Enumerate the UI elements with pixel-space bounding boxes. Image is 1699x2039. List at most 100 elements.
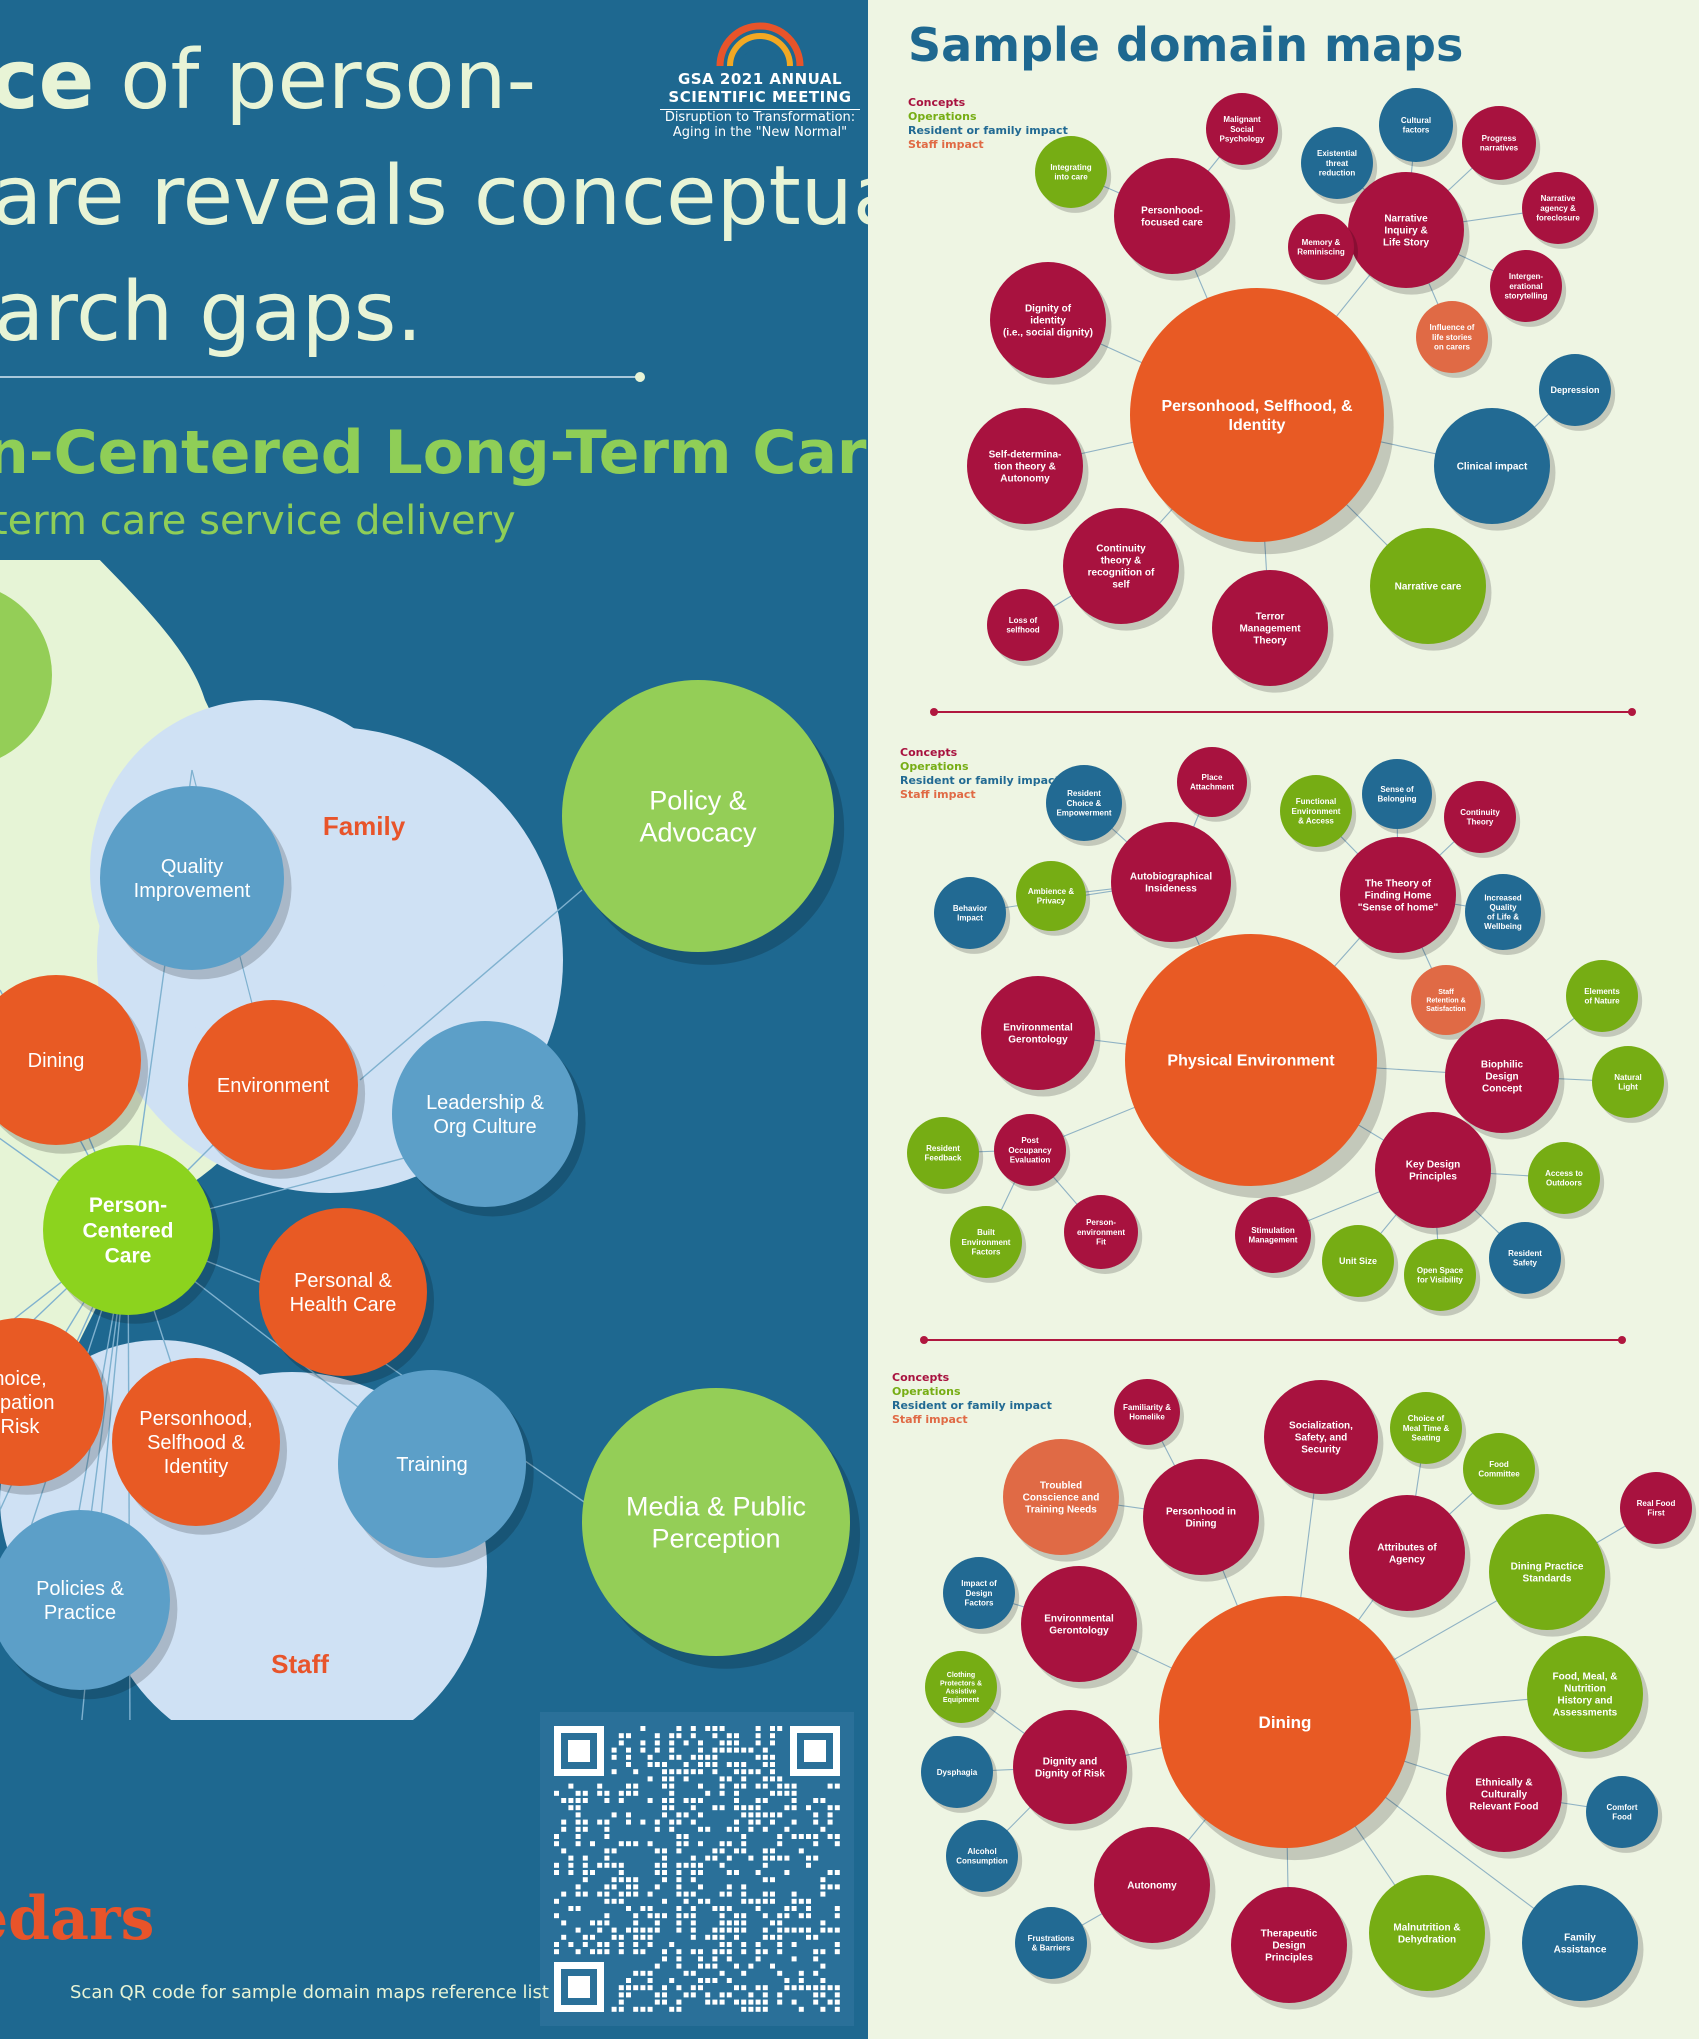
qr-module [770, 1812, 775, 1818]
qr-module [640, 1726, 646, 1731]
node-circle [188, 1000, 358, 1170]
qr-module [705, 1790, 711, 1796]
qr-module [827, 1805, 833, 1811]
qr-module [626, 1747, 631, 1753]
qr-module [597, 1927, 603, 1933]
node-label: Dining [1259, 1713, 1312, 1732]
qr-module [705, 1999, 711, 2005]
qr-module [683, 1913, 689, 1919]
node-dysphagia: Dysphagia [921, 1736, 998, 1813]
qr-finder-core [568, 1740, 590, 1762]
qr-module [690, 1855, 696, 1861]
qr-module [561, 1920, 567, 1926]
qr-module [618, 2006, 624, 2012]
qr-module [582, 1942, 588, 1947]
qr-module [640, 1747, 646, 1753]
qr-module [575, 1949, 581, 1955]
qr-module [726, 1920, 732, 1926]
qr-module [676, 1999, 682, 2005]
qr-module [734, 1985, 739, 1991]
qr-module [762, 1927, 768, 1933]
qr-module [582, 1877, 588, 1883]
rainbow-arc-icon [716, 22, 804, 67]
qr-module [777, 1812, 783, 1818]
qr-module [626, 1992, 631, 1998]
qr-module [647, 1913, 653, 1919]
qr-module [762, 1826, 768, 1832]
node-label: Intergen-erational storytelling [1504, 272, 1547, 300]
qr-module [604, 1898, 610, 1904]
node-label: Narrative Inquiry & Life Story [1383, 214, 1430, 249]
qr-module [806, 1913, 811, 1919]
domain-map-personhood: Personhood, Selfhood, & Identity Personhoo… [967, 88, 1616, 693]
node-loss-of-selfhood: Loss of selfhood [987, 589, 1064, 666]
qr-module [827, 1884, 833, 1890]
qr-module [813, 1985, 819, 1991]
node-label: Resident Feedback [925, 1144, 962, 1163]
qr-module [690, 1985, 696, 1991]
node-circle [1362, 759, 1432, 829]
qr-module [777, 1970, 783, 1976]
qr-module [683, 1970, 689, 1976]
qr-module [791, 1985, 797, 1991]
qr-module [626, 1877, 631, 1883]
qr-module [597, 1920, 603, 1926]
qr-module [669, 1819, 675, 1825]
qr-module [669, 1805, 675, 1811]
qr-module [568, 1855, 574, 1861]
qr-module [618, 1740, 624, 1746]
qr-module [561, 1819, 567, 1825]
qr-module [705, 1898, 711, 1904]
qr-module [813, 1855, 819, 1861]
qr-module [662, 1798, 667, 1803]
qr-module [604, 1826, 610, 1832]
qr-module [554, 1949, 559, 1955]
node-circle [1013, 1710, 1127, 1824]
node-quality-improvement: Quality Improvement [100, 786, 292, 980]
qr-module [575, 1927, 581, 1933]
qr-module [770, 1898, 775, 1904]
qr-module [676, 1862, 682, 1868]
headline-divider [0, 376, 640, 378]
qr-module [777, 1855, 783, 1861]
qr-module [791, 1790, 797, 1796]
qr-module [690, 1927, 696, 1933]
qr-module [698, 1798, 703, 1803]
node-label: Dining Practice Standards [1511, 1562, 1584, 1585]
node-person-environment-fit: Person-environment Fit [1064, 1195, 1143, 1274]
qr-module [676, 1877, 682, 1883]
node-label: Personhood, Selfhood & Identity [139, 1408, 252, 1478]
node-natural-light: Natural Light [1592, 1046, 1669, 1123]
node-ethnically-culturally-relevant-food: Ethnically & Culturally Relevant Food [1446, 1736, 1568, 1859]
qr-module [719, 1913, 725, 1919]
qr-module [726, 1927, 732, 1933]
node-circle [1444, 781, 1516, 853]
qr-module [568, 1870, 574, 1875]
qr-module [683, 1834, 689, 1839]
qr-module [662, 1805, 667, 1811]
qr-module [604, 1884, 610, 1890]
qr-module [690, 1862, 696, 1868]
section-subsubtitle: term care service delivery [0, 498, 516, 544]
qr-module [734, 1963, 739, 1969]
qr-module [611, 1754, 617, 1760]
qr-module [755, 1733, 761, 1739]
qr-module [662, 1776, 667, 1782]
qr-module [762, 1848, 768, 1854]
qr-finder-core [568, 1976, 590, 1998]
qr-module [604, 1942, 610, 1947]
node-frustrations-barriers: Frustrations & Barriers [1015, 1907, 1092, 1984]
qr-module [604, 1798, 610, 1803]
region-label-family: Family [323, 811, 406, 841]
node-cultural-factors: Cultural factors [1379, 88, 1458, 167]
qr-module [726, 1733, 732, 1739]
qr-module [676, 1913, 682, 1919]
qr-module [734, 1798, 739, 1803]
qr-module [669, 1798, 675, 1803]
qr-module [676, 1733, 682, 1739]
node-circle [950, 1206, 1022, 1278]
qr-module [604, 1949, 610, 1955]
qr-code[interactable] [540, 1712, 854, 2026]
node-label: Troubled Conscience and Training Needs [1023, 1481, 1100, 1516]
qr-module [719, 1776, 725, 1782]
